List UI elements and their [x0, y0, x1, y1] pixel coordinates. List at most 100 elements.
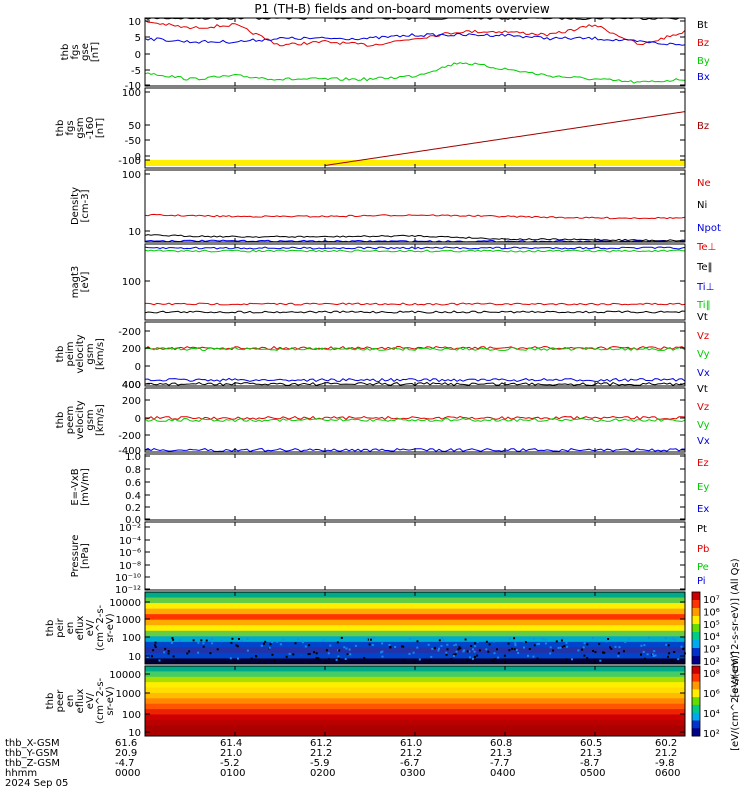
spectrogram-pixel: [653, 650, 656, 653]
spectrogram-pixel: [493, 658, 496, 661]
spectrogram-pixel: [493, 652, 496, 655]
xaxis-value: 0100: [220, 768, 245, 779]
spectrogram-band: [145, 636, 685, 643]
ytick-label-gsm: 50: [128, 121, 141, 132]
spectrogram-pixel: [605, 640, 608, 643]
ytick-label-efield: 0.6: [125, 478, 141, 489]
ylabel-gsm-2: gsm: [75, 117, 86, 138]
series-peim-3: [144, 377, 686, 383]
spectrogram-pixel: [237, 657, 239, 660]
spectrogram-pixel: [668, 652, 671, 655]
spectrogram-pixel: [345, 647, 348, 650]
spectrogram-pixel: [670, 659, 673, 661]
spectrogram-pixel: [445, 651, 448, 654]
ytick-label-fgs: -5: [131, 66, 141, 77]
spectrogram-pixel: [571, 658, 573, 661]
spectrogram-pixel: [340, 636, 343, 639]
spectrogram-pixel: [513, 648, 516, 651]
spectrogram-pixel: [594, 651, 597, 654]
spectrogram-pixel: [469, 656, 471, 659]
spectrogram-pixel: [532, 655, 535, 658]
ytick-label-peim: -200: [118, 327, 141, 338]
spectrogram-pixel: [533, 637, 535, 640]
spectrogram-pixel: [403, 658, 406, 661]
spectrogram-pixel: [536, 643, 539, 646]
spectrogram-pixel: [197, 641, 200, 644]
spectrogram-band: [145, 709, 685, 715]
spectrogram-pixel: [250, 657, 253, 660]
spectrogram-pixel: [544, 642, 547, 645]
colorbar-tick-label: 10⁶: [703, 689, 720, 700]
spectrogram-pixel: [246, 637, 249, 640]
spectrogram-pixel: [651, 653, 654, 656]
xaxis-value: 61.4: [220, 738, 242, 749]
spectrogram-pixel: [381, 642, 384, 645]
spectrogram-pixel: [474, 645, 477, 648]
spectrogram-pixel: [487, 650, 490, 653]
legend-fgs-2: By: [697, 56, 710, 67]
spectrogram-pixel: [308, 644, 311, 647]
legend-peem-0: Vt: [697, 384, 708, 395]
spectrogram-pixel: [646, 653, 649, 656]
spectrogram-pixel: [408, 637, 411, 640]
ytick-label-pressure: 10⁻⁶: [119, 548, 141, 559]
series-fgs-1: [144, 19, 686, 47]
colorbar-frame: [691, 665, 701, 737]
legend-temp-0: Te⊥: [696, 242, 716, 253]
xaxis-value: 0300: [400, 768, 425, 779]
colorbar-segment: [692, 712, 700, 721]
spectrogram-pixel: [343, 646, 346, 649]
ytick-label-peir: 1000: [116, 615, 141, 626]
legend-fgs-3: Bx: [697, 72, 710, 83]
spectrogram-pixel: [273, 659, 276, 662]
colorbar-peer: 10⁸ 10⁶ 10⁴ 10² [eV/(cm^2-s-sr-eV)]: [691, 651, 741, 751]
spectrogram-pixel: [565, 641, 568, 644]
spectrogram-pixel: [610, 647, 613, 650]
spectrogram-pixel: [508, 649, 511, 652]
spectrogram-pixel: [667, 644, 670, 647]
spectrogram-pixel: [418, 658, 421, 661]
ylabel-density-0: Density: [70, 187, 81, 225]
spectrogram-pixel: [466, 650, 469, 653]
spectrogram-pixel: [473, 655, 476, 658]
xaxis-value: -6.7: [400, 758, 420, 769]
spectrogram-pixel: [230, 641, 233, 644]
spectrogram-pixel: [276, 640, 279, 643]
panel-temp: magt3 [eV] 100 Te⊥ Te‖ Ti⊥ Ti‖: [70, 242, 716, 321]
spectrogram-pixel: [533, 644, 536, 647]
spectrogram-pixel: [674, 638, 677, 641]
series-density-0: [144, 213, 686, 220]
spectrogram-pixel: [496, 648, 498, 651]
series-peem-1: [144, 415, 686, 421]
colorbar-segment: [692, 616, 700, 625]
legend-temp-1: Te‖: [696, 262, 713, 273]
spectrogram-pixel: [186, 652, 189, 655]
xaxis-value: 21.3: [580, 748, 602, 759]
spectrogram-pixel: [459, 647, 462, 650]
spectrogram-pixel: [176, 659, 178, 662]
colorbar-label-peir: [eV/(cm^2-s-sr-eV)] (All Qs): [730, 558, 741, 697]
ytick-label-density: 10: [128, 227, 141, 238]
spectrogram-band: [145, 625, 685, 632]
spectrogram-pixel: [515, 649, 518, 652]
spectrogram-pixel: [514, 642, 517, 645]
spectrogram-pixel: [623, 650, 625, 653]
spectrogram-pixel: [381, 655, 384, 658]
spectrogram-pixel: [349, 653, 352, 656]
xaxis-value: -5.9: [310, 758, 330, 769]
xaxis-value: 61.2: [310, 738, 332, 749]
spectrogram-pixel: [328, 658, 331, 661]
ylabel-peem-1: peem: [65, 406, 76, 434]
spectrogram-band: [145, 652, 685, 659]
colorbar-frame: [691, 591, 701, 665]
spectrogram-pixel: [315, 657, 318, 660]
spectrogram-pixel: [640, 653, 642, 656]
xaxis-row-label: thb_Z-GSM: [5, 758, 60, 769]
spectrogram-pixel: [154, 646, 157, 648]
spectrogram-pixel: [246, 649, 249, 652]
spectrogram-pixel: [372, 636, 375, 639]
spectrogram-band: [145, 597, 685, 604]
spectrogram-pixel: [617, 652, 620, 655]
